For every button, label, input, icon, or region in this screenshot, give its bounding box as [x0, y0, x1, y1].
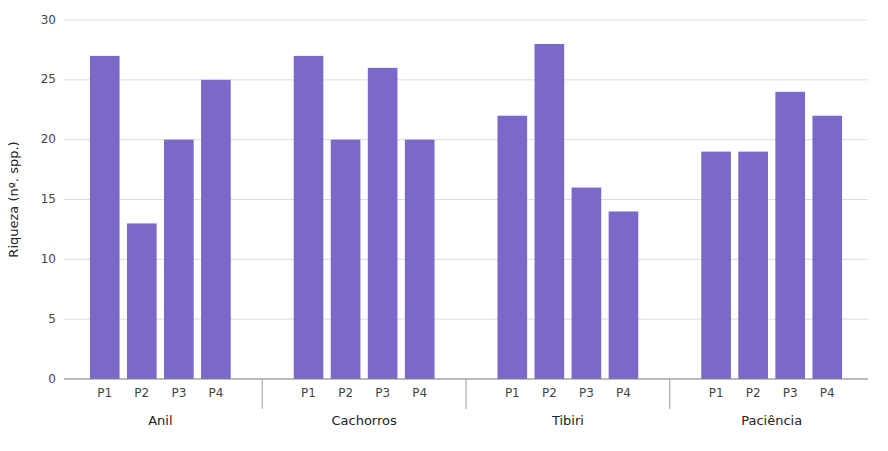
bars	[90, 44, 842, 379]
group-label: Tibiri	[551, 413, 584, 428]
bar	[535, 44, 565, 379]
bar	[127, 223, 157, 379]
group-separator	[669, 379, 670, 409]
x-tick-label: P3	[171, 386, 186, 400]
group-label: Cachorros	[331, 413, 397, 428]
x-tick-label: P1	[709, 386, 724, 400]
x-tick-label: P2	[746, 386, 761, 400]
x-ticks: P1 P2 P3 P4 Anil P1 P2 P3 P4 Cachorros P1 P2 P3 P4 Tib…	[97, 379, 834, 428]
bar	[497, 116, 527, 379]
bar	[90, 56, 120, 379]
x-tick-label: P3	[579, 386, 594, 400]
y-ticks: 0 5 10 15 20 25 30	[41, 13, 56, 386]
y-axis-label: Riqueza (nº. spp.)	[6, 141, 21, 257]
chart-svg: 0 5 10 15 20 25 30 P1 P2 P3 P4 Anil P1 P2 P3 P4 Cachorro…	[0, 0, 888, 451]
bar	[368, 68, 398, 379]
x-tick-label: P4	[820, 386, 835, 400]
bar	[738, 152, 768, 379]
y-tick-label: 10	[41, 252, 56, 266]
bar	[294, 56, 324, 379]
x-tick-label: P2	[134, 386, 149, 400]
group-label: Paciência	[741, 413, 802, 428]
bar	[609, 211, 639, 379]
group-separator	[466, 379, 467, 409]
y-tick-label: 15	[41, 192, 56, 206]
bar	[775, 92, 805, 379]
bar	[331, 140, 361, 379]
y-tick-label: 20	[41, 132, 56, 146]
bar	[164, 140, 194, 379]
y-tick-label: 30	[41, 13, 56, 27]
grid	[64, 20, 868, 379]
y-tick-label: 0	[48, 372, 56, 386]
x-tick-label: P3	[783, 386, 798, 400]
bar	[201, 80, 231, 379]
group-label: Anil	[148, 413, 172, 428]
x-tick-label: P3	[375, 386, 390, 400]
x-tick-label: P2	[338, 386, 353, 400]
y-tick-label: 5	[48, 312, 56, 326]
y-tick-label: 25	[41, 72, 56, 86]
bar	[701, 152, 731, 379]
group-separator	[262, 379, 263, 409]
x-tick-label: P4	[616, 386, 631, 400]
x-tick-label: P2	[542, 386, 557, 400]
bar	[405, 140, 435, 379]
x-tick-label: P4	[412, 386, 427, 400]
grid-line	[64, 79, 868, 80]
x-tick-label: P1	[97, 386, 112, 400]
chart-container: 0 5 10 15 20 25 30 P1 P2 P3 P4 Anil P1 P2 P3 P4 Cachorro…	[0, 0, 888, 451]
x-tick-label: P1	[505, 386, 520, 400]
bar	[812, 116, 842, 379]
bar	[572, 188, 602, 379]
x-tick-label: P4	[208, 386, 223, 400]
x-tick-label: P1	[301, 386, 316, 400]
grid-line	[64, 20, 868, 21]
